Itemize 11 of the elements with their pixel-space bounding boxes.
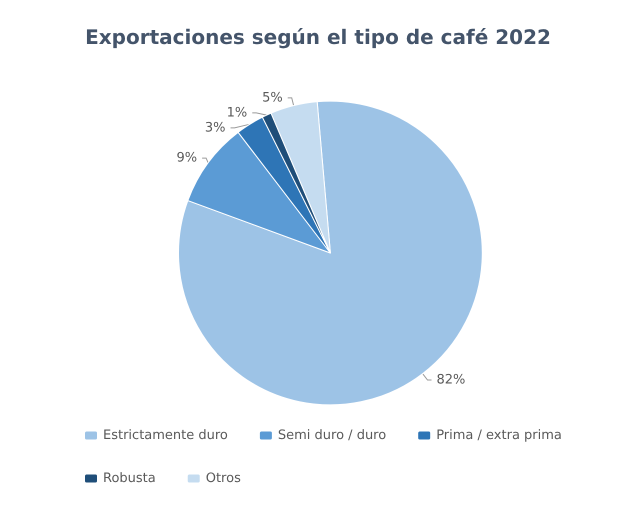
data-label: 9% [176, 150, 198, 166]
legend-label: Prima / extra prima [436, 428, 562, 443]
data-label: 1% [226, 105, 248, 120]
legend-label: Otros [206, 471, 242, 486]
legend-label: Robusta [103, 471, 156, 486]
chart-title: Exportaciones según el tipo de café 2022 [85, 25, 551, 49]
data-label: 82% [436, 372, 466, 388]
legend-label: Semi duro / duro [278, 428, 386, 443]
legend-label: Estrictamente duro [103, 428, 228, 443]
data-label: 3% [204, 120, 226, 136]
data-label: 5% [262, 90, 283, 106]
